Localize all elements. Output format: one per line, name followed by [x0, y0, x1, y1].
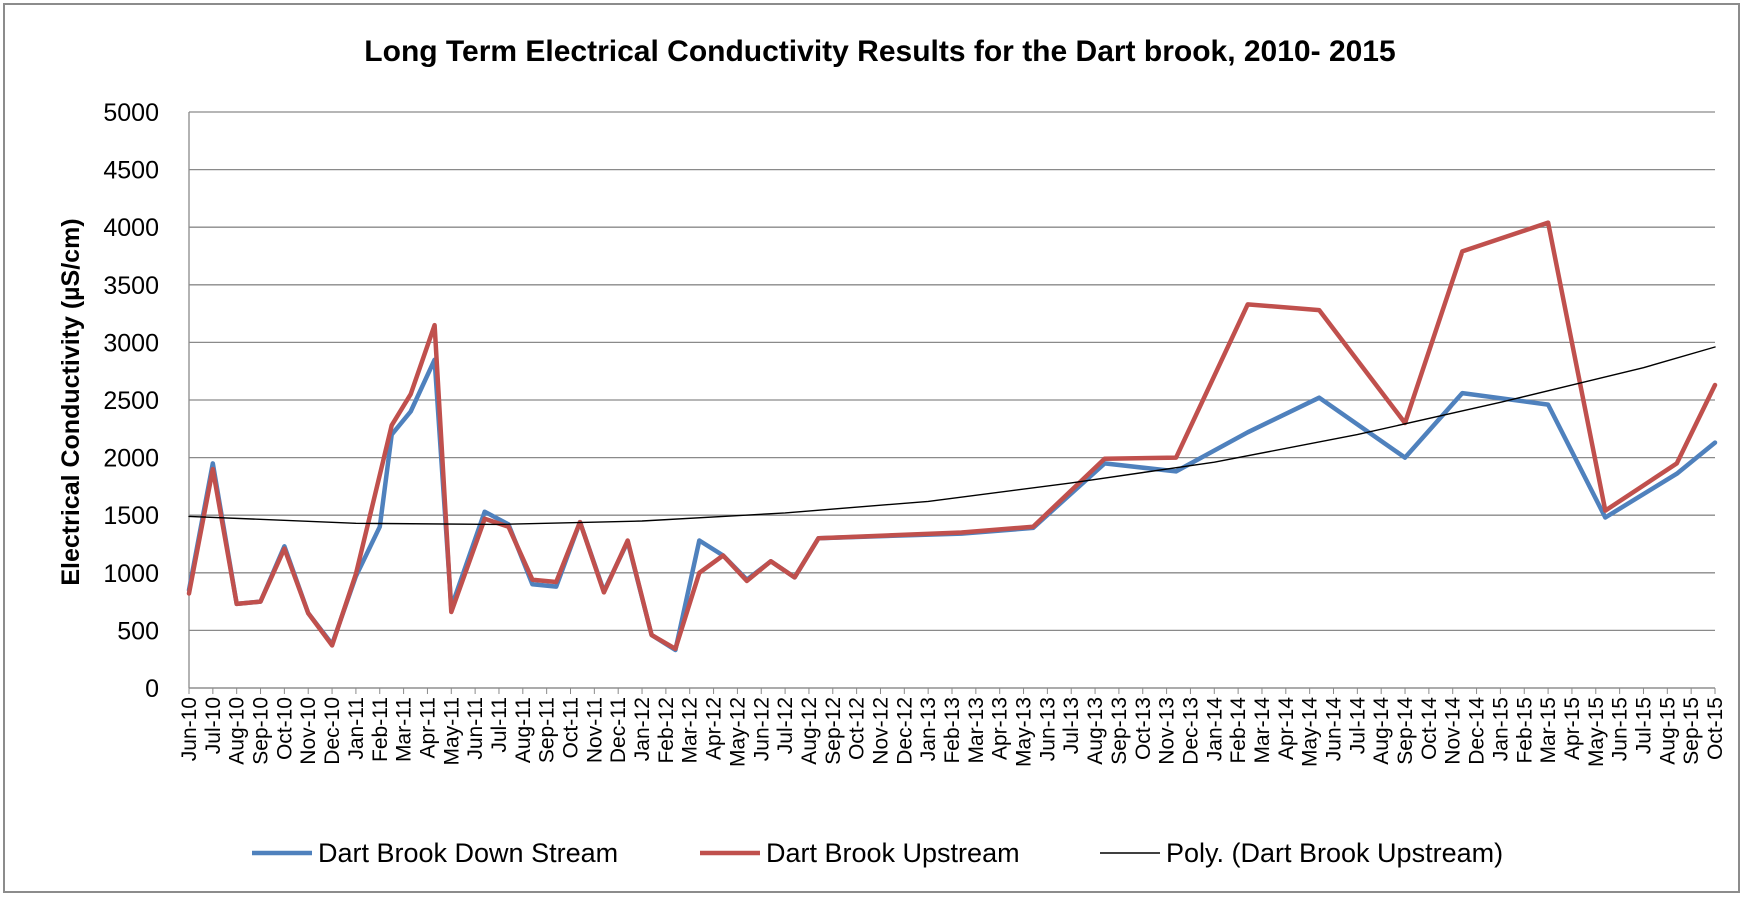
x-tick-label: Jun-13: [1036, 697, 1059, 761]
x-tick-label: Apr-12: [703, 697, 726, 760]
x-tick-label: Mar-15: [1537, 697, 1560, 764]
x-tick-label: Apr-13: [989, 697, 1012, 760]
x-tick-label: Jan-11: [345, 697, 368, 760]
y-tick-label: 1500: [103, 502, 159, 530]
y-tick-label: 500: [117, 617, 159, 645]
x-tick-label: Feb-13: [941, 697, 964, 764]
x-tick-label: Jul-15: [1632, 697, 1655, 754]
x-tick-label: Mar-13: [965, 697, 988, 764]
x-tick-label: May-15: [1585, 697, 1608, 767]
series-line: [188, 346, 1716, 526]
y-axis-ticks: 0 500 1000 1500 2000 2500 3000 3500 4000 4500 5000: [103, 99, 159, 703]
chart-title: Long Term Electrical Conductivity Result…: [364, 35, 1395, 68]
x-tick-label: May-12: [726, 697, 749, 767]
x-axis-ticks: Jun-10 Jul-10 Aug-10 Sep-10 Oct-10 Nov-10 Dec-…: [178, 688, 1727, 767]
series-lines: [186, 220, 1718, 653]
y-axis-label: Electrical Conductivity (µS/cm): [57, 218, 85, 585]
legend-label: Poly. (Dart Brook Upstream): [1166, 838, 1503, 868]
x-tick-label: Apr-14: [1275, 697, 1298, 760]
series-line: [186, 220, 1718, 652]
x-tick-label: Nov-13: [1156, 697, 1179, 765]
x-tick-label: Jul-14: [1346, 697, 1369, 755]
x-tick-label: Nov-10: [297, 697, 320, 765]
x-tick-label: Feb-14: [1227, 697, 1250, 764]
x-tick-label: Oct-15: [1704, 697, 1727, 760]
x-tick-label: Jun-11: [464, 697, 487, 760]
x-tick-label: Apr-15: [1561, 697, 1584, 760]
x-tick-label: Feb-11: [369, 697, 392, 762]
x-tick-label: Feb-15: [1513, 697, 1536, 764]
x-tick-label: Sep-11: [536, 697, 559, 763]
x-tick-label: Oct-12: [846, 697, 869, 760]
x-tick-label: Jan-15: [1489, 697, 1512, 761]
y-tick-label: 1000: [103, 560, 159, 588]
y-tick-label: 2000: [103, 445, 159, 473]
x-tick-label: May-14: [1299, 697, 1322, 767]
x-tick-label: Jun-15: [1609, 697, 1632, 761]
y-tick-label: 5000: [103, 99, 159, 127]
x-tick-label: Jun-12: [750, 697, 773, 761]
x-tick-label: Oct-10: [273, 697, 296, 760]
x-tick-label: Mar-11: [393, 697, 416, 762]
x-tick-label: Jan-12: [631, 697, 654, 761]
x-tick-label: Jun-14: [1323, 697, 1346, 762]
x-tick-label: Aug-13: [1084, 697, 1107, 765]
x-tick-label: Nov-12: [869, 697, 892, 765]
x-tick-label: Sep-12: [822, 697, 845, 765]
y-tick-label: 0: [145, 675, 159, 703]
x-tick-label: Oct-13: [1132, 697, 1155, 760]
x-tick-label: Aug-10: [226, 697, 249, 765]
x-tick-label: Jan-13: [917, 697, 940, 761]
x-tick-label: Dec-14: [1466, 697, 1489, 765]
y-tick-label: 4500: [103, 157, 159, 185]
y-tick-label: 3000: [103, 329, 159, 357]
x-tick-label: Nov-14: [1442, 697, 1465, 765]
x-tick-label: Mar-14: [1251, 697, 1274, 764]
x-tick-label: Aug-11: [512, 697, 535, 763]
y-tick-label: 4000: [103, 214, 159, 242]
legend: Dart Brook Down Stream Dart Brook Upstrea…: [252, 838, 1503, 868]
y-tick-label: 3500: [103, 272, 159, 300]
x-tick-label: Feb-12: [655, 697, 678, 764]
x-tick-label: Mar-12: [679, 697, 702, 764]
x-tick-label: Jul-13: [1060, 697, 1083, 754]
x-tick-label: Sep-13: [1108, 697, 1131, 765]
x-tick-label: Jan-14: [1203, 697, 1226, 762]
x-tick-label: Oct-14: [1418, 697, 1441, 760]
x-tick-label: Dec-10: [321, 697, 344, 765]
legend-label: Dart Brook Down Stream: [318, 838, 618, 868]
x-tick-label: Jul-10: [202, 697, 225, 754]
x-tick-label: Sep-15: [1680, 697, 1703, 765]
gridlines: [188, 111, 1715, 689]
x-tick-label: Oct-11: [560, 697, 583, 758]
series-line: [186, 357, 1718, 653]
x-tick-label: Jul-11: [488, 697, 511, 753]
x-tick-label: Apr-11: [416, 697, 439, 758]
x-tick-label: Jul-12: [774, 697, 797, 754]
x-tick-label: Nov-11: [583, 697, 606, 763]
x-tick-label: Jun-10: [178, 697, 201, 761]
chart-frame: [3, 3, 1740, 893]
x-tick-label: May-13: [1013, 697, 1036, 767]
x-tick-label: Sep-14: [1394, 697, 1417, 765]
x-tick-label: Dec-12: [893, 697, 916, 765]
x-tick-label: Aug-12: [798, 697, 821, 765]
x-tick-label: Dec-11: [607, 697, 630, 763]
x-tick-label: Dec-13: [1179, 697, 1202, 765]
x-tick-label: Aug-14: [1370, 697, 1393, 765]
y-tick-label: 2500: [103, 387, 159, 415]
legend-label: Dart Brook Upstream: [766, 838, 1020, 868]
x-tick-label: Aug-15: [1656, 697, 1679, 765]
x-tick-label: Sep-10: [250, 697, 273, 765]
x-tick-label: May-11: [440, 697, 463, 765]
